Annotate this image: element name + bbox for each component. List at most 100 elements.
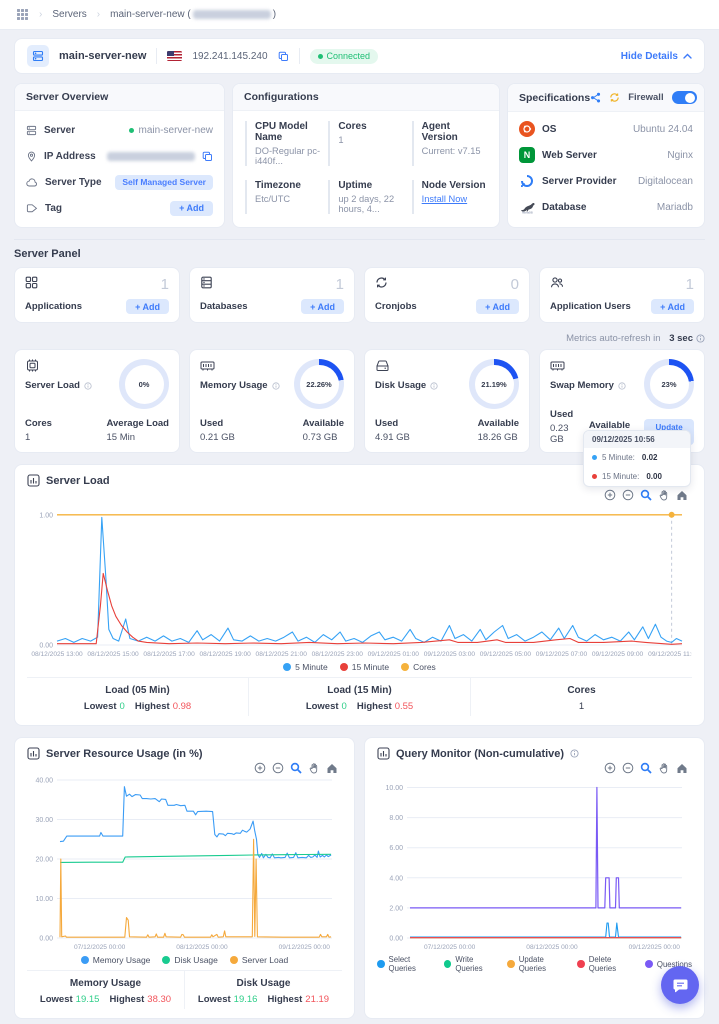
zoom-out-icon[interactable] xyxy=(272,762,284,774)
copy-icon[interactable] xyxy=(202,151,213,162)
home-icon[interactable] xyxy=(326,762,338,774)
legend-item[interactable]: 15 Minute xyxy=(339,662,389,672)
legend-item[interactable]: Disk Usage xyxy=(162,955,218,965)
svg-text:09/12/2025 07:00: 09/12/2025 07:00 xyxy=(536,651,588,658)
chart-toolbar xyxy=(27,760,342,774)
add-application-user-button[interactable]: + Add xyxy=(651,299,694,314)
info-icon xyxy=(696,334,705,343)
legend-item[interactable]: Memory Usage xyxy=(80,955,150,965)
chart-legend[interactable]: Select Queries Write Queries Update Querie… xyxy=(377,952,692,978)
chart-legend[interactable]: 5 Minute 15 Minute Cores xyxy=(27,659,692,677)
chart-legend[interactable]: Memory Usage Disk Usage Server Load xyxy=(27,952,342,970)
specifications-title: Specifications xyxy=(519,91,591,104)
svg-text:08/12/2025 13:00: 08/12/2025 13:00 xyxy=(31,651,83,658)
svg-text:08/12/2025 15:00: 08/12/2025 15:00 xyxy=(87,651,139,658)
bar-chart-icon xyxy=(377,747,390,760)
overview-tag-label: Tag xyxy=(45,202,63,214)
legend-item[interactable]: 5 Minute xyxy=(283,662,328,672)
selection-zoom-icon[interactable] xyxy=(290,762,302,774)
add-database-button[interactable]: + Add xyxy=(301,299,344,314)
pan-icon[interactable] xyxy=(658,762,670,774)
legend-item[interactable]: Update Queries xyxy=(507,955,570,973)
query-monitor-chart[interactable]: 0.00 2.00 4.00 6.00 8.00 10.00 07/12/2025 00:0… xyxy=(377,774,692,952)
server-load-chart[interactable]: 0.00 1.00 08/12/2025 13:00 08/12/2025 15:00… xyxy=(27,501,699,659)
chevron-up-icon xyxy=(683,53,692,59)
zoom-in-icon[interactable] xyxy=(604,762,616,774)
install-now-link[interactable]: Install Now xyxy=(421,194,468,204)
databases-count: 1 xyxy=(335,276,344,293)
applications-icon xyxy=(25,276,38,289)
svg-text:09/12/2025 03:00: 09/12/2025 03:00 xyxy=(424,651,476,658)
overview-type-label: Server Type xyxy=(45,176,102,188)
nginx-icon: N xyxy=(519,147,535,163)
resource-usage-chart-card: Server Resource Usage (in %) 0.00 10.00 20… xyxy=(14,737,355,1019)
home-icon[interactable] xyxy=(676,489,688,501)
firewall-toggle[interactable] xyxy=(671,91,697,104)
firewall-label: Firewall xyxy=(628,92,664,103)
spec-row-database: MariaDB Database Mariadb xyxy=(519,194,693,220)
zoom-out-icon[interactable] xyxy=(622,489,634,501)
specifications-card: Specifications Firewall OS xyxy=(507,83,705,228)
metric-card-disk-usage: Disk Usage 21.19% Used 4.91 GB Available 1… xyxy=(364,349,530,453)
disk-usage-stats: Disk Usage Lowest 19.16 Highest 21.19 xyxy=(184,971,342,1009)
location-pin-icon xyxy=(27,151,36,162)
svg-text:08/12/2025 00:00: 08/12/2025 00:00 xyxy=(526,944,578,951)
svg-text:08/12/2025 17:00: 08/12/2025 17:00 xyxy=(143,651,195,658)
status-dot xyxy=(317,53,323,59)
server-type-badge: Self Managed Server xyxy=(115,174,213,190)
config-cpu: CPU Model Name DO-Regular pc-i440f... xyxy=(245,121,320,166)
server-header: main-server-new 192.241.145.240 Connecte… xyxy=(14,38,705,74)
online-dot xyxy=(128,127,134,133)
svg-text:10.00: 10.00 xyxy=(385,785,403,792)
selection-zoom-icon[interactable] xyxy=(640,762,652,774)
legend-item[interactable]: Delete Queries xyxy=(577,955,638,973)
legend-item[interactable]: Server Load xyxy=(229,955,288,965)
pan-icon[interactable] xyxy=(308,762,320,774)
server-load-donut: 0% xyxy=(119,359,169,409)
info-icon xyxy=(271,381,280,390)
zoom-in-icon[interactable] xyxy=(604,489,616,501)
spec-row-webserver: N Web Server Nginx xyxy=(519,142,693,168)
legend-item[interactable]: Cores xyxy=(401,662,436,672)
load-5min-stats: Load (05 Min) Lowest 0 Highest 0.98 xyxy=(83,685,192,712)
hide-details-button[interactable]: Hide Details xyxy=(621,51,692,62)
panel-card-application-users[interactable]: 1 Application Users + Add xyxy=(539,267,705,323)
svg-text:07/12/2025 00:00: 07/12/2025 00:00 xyxy=(424,944,476,951)
info-icon[interactable] xyxy=(570,749,579,758)
server-panel-title: Server Panel xyxy=(14,248,81,260)
panel-card-databases[interactable]: 1 Databases + Add xyxy=(189,267,355,323)
chat-fab-button[interactable] xyxy=(661,966,699,1004)
chart-toolbar xyxy=(377,760,692,774)
cloud-icon xyxy=(26,177,37,186)
resource-usage-chart-title: Server Resource Usage (in %) xyxy=(46,747,203,760)
home-icon[interactable] xyxy=(676,762,688,774)
disk-icon xyxy=(376,360,389,371)
panel-card-cronjobs[interactable]: 0 Cronjobs + Add xyxy=(364,267,530,323)
share-icon[interactable] xyxy=(590,92,601,103)
legend-item[interactable]: Select Queries xyxy=(377,955,437,973)
apps-grid-icon[interactable] xyxy=(16,8,29,21)
refresh-icon[interactable] xyxy=(609,92,620,103)
add-cronjob-button[interactable]: + Add xyxy=(476,299,519,314)
svg-text:MariaDB: MariaDB xyxy=(522,210,533,213)
panel-card-applications[interactable]: 1 Applications + Add xyxy=(14,267,180,323)
config-timezone: Timezone Etc/UTC xyxy=(245,180,320,214)
svg-text:6.00: 6.00 xyxy=(389,845,403,852)
digitalocean-icon xyxy=(519,173,535,189)
legend-item[interactable]: Questions xyxy=(644,955,692,973)
zoom-in-icon[interactable] xyxy=(254,762,266,774)
chat-icon xyxy=(673,979,687,992)
add-tag-button[interactable]: + Add xyxy=(170,200,213,216)
resource-usage-chart[interactable]: 0.00 10.00 20.00 30.00 40.00 07/12/2025 00:00… xyxy=(27,774,342,952)
breadcrumb-servers[interactable]: Servers xyxy=(52,9,87,20)
legend-item[interactable]: Write Queries xyxy=(443,955,500,973)
server-overview-title: Server Overview xyxy=(15,84,224,111)
add-application-button[interactable]: + Add xyxy=(126,299,169,314)
pan-icon[interactable] xyxy=(658,489,670,501)
selection-zoom-icon[interactable] xyxy=(640,489,652,501)
copy-icon[interactable] xyxy=(278,51,289,62)
zoom-out-icon[interactable] xyxy=(622,762,634,774)
svg-text:1.00: 1.00 xyxy=(39,512,53,519)
ubuntu-icon xyxy=(519,121,535,137)
svg-text:09/12/2025 09:00: 09/12/2025 09:00 xyxy=(592,651,644,658)
